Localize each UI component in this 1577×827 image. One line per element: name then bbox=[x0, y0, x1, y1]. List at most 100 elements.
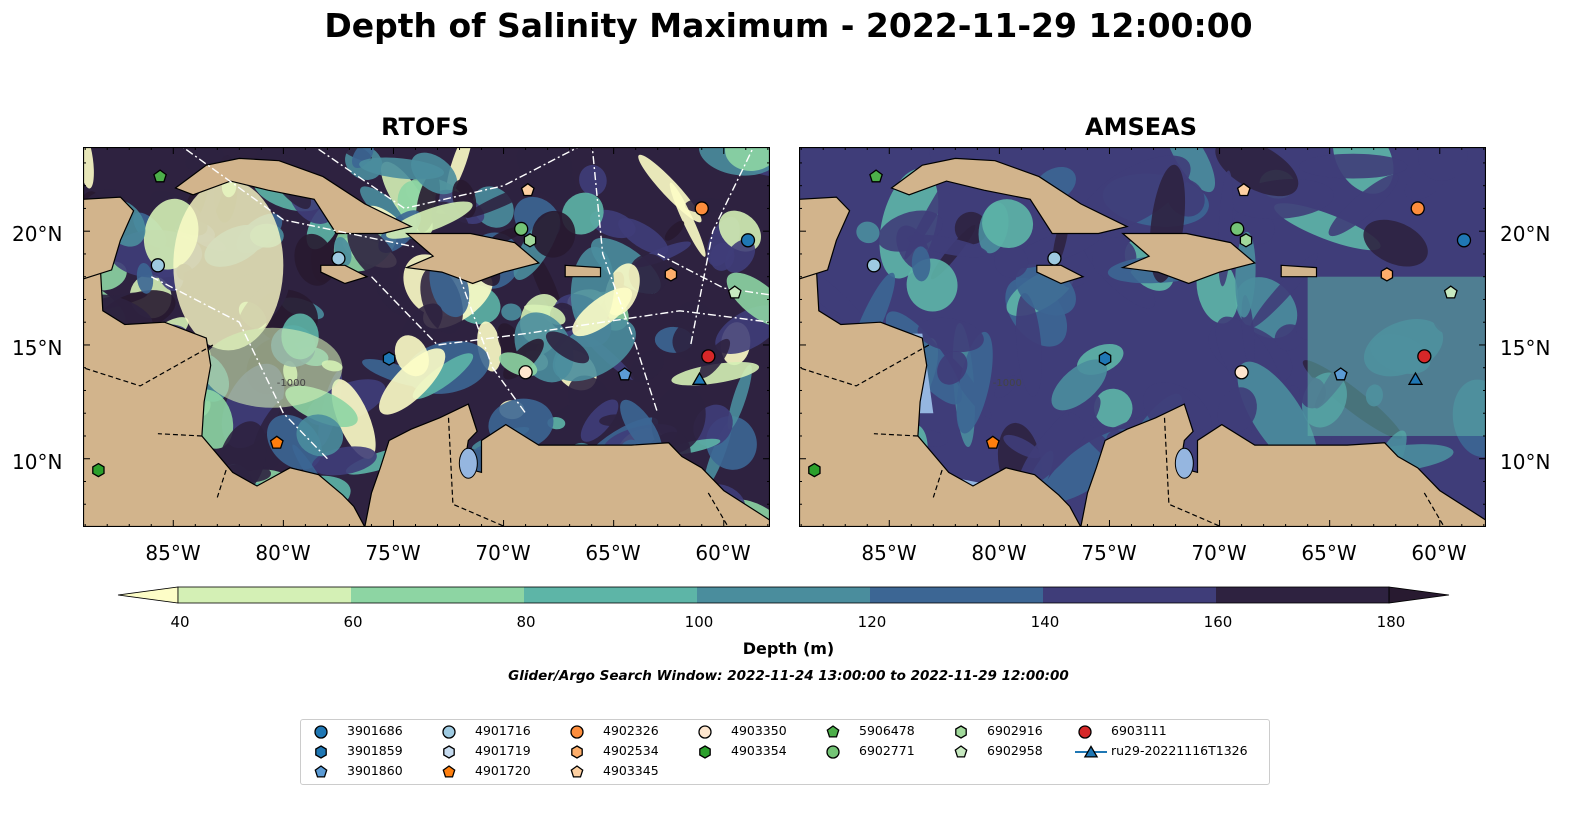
float-marker-5906478 bbox=[869, 169, 883, 183]
float-marker-4903354 bbox=[808, 462, 821, 478]
legend-label: 4901716 bbox=[475, 723, 531, 738]
shelf-bright-zone bbox=[173, 180, 284, 351]
contour-label: -1000 bbox=[277, 378, 306, 389]
float-marker-3901686 bbox=[740, 233, 756, 248]
legend-label: 4902534 bbox=[603, 743, 659, 758]
legend-marker-icon bbox=[442, 765, 456, 778]
country-border bbox=[1423, 492, 1445, 527]
colorbar-bin bbox=[1043, 587, 1216, 603]
country-border bbox=[83, 344, 214, 387]
float-marker-4903345 bbox=[520, 182, 535, 197]
colorbar-extend-low bbox=[117, 586, 179, 604]
float-marker-6902771 bbox=[514, 221, 529, 237]
eez-boundary bbox=[690, 147, 755, 346]
legend-label: 6902771 bbox=[859, 743, 915, 758]
eez-boundary bbox=[591, 147, 659, 414]
panel-title-rtofs: RTOFS bbox=[381, 113, 469, 141]
colorbar-bin bbox=[351, 587, 524, 603]
legend-label: 5906478 bbox=[859, 723, 915, 738]
eez-boundary bbox=[181, 147, 416, 248]
lon-label-65-right: 65°W bbox=[1301, 541, 1357, 565]
land-puertoRico bbox=[1280, 264, 1318, 278]
float-marker-6902916 bbox=[523, 233, 537, 248]
lon-label-80-right: 80°W bbox=[971, 541, 1027, 565]
country-border bbox=[873, 433, 918, 437]
legend-marker-icon bbox=[314, 725, 328, 739]
float-marker-4901716 bbox=[866, 258, 882, 273]
shelf-zone bbox=[202, 327, 343, 408]
lat-label-15-left: 15°N bbox=[12, 336, 63, 360]
legend-marker-icon bbox=[699, 745, 711, 759]
float-marker-6902958 bbox=[727, 285, 742, 299]
legend-marker-icon bbox=[571, 745, 583, 759]
float-marker-4902326 bbox=[1410, 201, 1425, 216]
lat-label-20-right: 20°N bbox=[1500, 222, 1551, 246]
float-marker-4901716b bbox=[331, 251, 346, 266]
colorbar-extend-high bbox=[1388, 586, 1450, 604]
contour-label: -1000 bbox=[993, 378, 1022, 389]
lon-label-85-right: 85°W bbox=[861, 541, 917, 565]
legend-label: 4903345 bbox=[603, 763, 659, 778]
land-jamaica bbox=[1036, 264, 1085, 285]
legend-marker-icon bbox=[1078, 725, 1092, 739]
lon-label-60-right: 60°W bbox=[1411, 541, 1467, 565]
lat-label-15-right: 15°N bbox=[1500, 336, 1551, 360]
eastern-region bbox=[1307, 276, 1486, 436]
colorbar-bin bbox=[870, 587, 1043, 603]
float-marker-4903350 bbox=[1234, 365, 1249, 380]
country-border bbox=[932, 469, 943, 498]
legend-marker-icon bbox=[955, 725, 967, 739]
lake-maracaibo bbox=[458, 447, 478, 479]
float-marker-6903111 bbox=[1417, 349, 1432, 364]
lon-label-70-right: 70°W bbox=[1191, 541, 1247, 565]
colorbar-bin bbox=[1216, 587, 1389, 603]
float-marker-4901720 bbox=[985, 435, 1000, 449]
legend-label: 4901720 bbox=[475, 763, 531, 778]
land-centralAmerica bbox=[799, 271, 1082, 527]
legend-label: 3901859 bbox=[347, 743, 403, 758]
land-hispaniola bbox=[404, 232, 541, 285]
legend-marker-icon bbox=[698, 725, 712, 739]
panel-title-amseas: AMSEAS bbox=[1085, 113, 1197, 141]
lon-label-70-left: 70°W bbox=[475, 541, 531, 565]
legend-marker-icon bbox=[826, 745, 840, 759]
colorbar-bin bbox=[178, 587, 351, 603]
eez-boundary bbox=[458, 276, 527, 414]
legend-label: 6902958 bbox=[987, 743, 1043, 758]
lake-maracaibo bbox=[1174, 447, 1194, 479]
rtofs-map: -1000 bbox=[83, 147, 770, 527]
eez-boundary bbox=[314, 147, 580, 210]
float-marker-6903111 bbox=[701, 349, 716, 364]
legend-marker-icon bbox=[443, 745, 455, 759]
lon-label-75-left: 75°W bbox=[365, 541, 421, 565]
map-frame bbox=[83, 147, 770, 527]
legend-label: 3901686 bbox=[347, 723, 403, 738]
lat-label-20-left: 20°N bbox=[12, 222, 63, 246]
land-jamaica bbox=[320, 264, 369, 285]
float-marker-ru29 bbox=[691, 371, 708, 385]
amseas-map: -1000 bbox=[799, 147, 1486, 527]
land-cuba bbox=[890, 157, 1129, 235]
colorbar-tick-40: 40 bbox=[170, 613, 190, 631]
land-cuba bbox=[174, 157, 413, 235]
eez-boundary bbox=[370, 276, 770, 346]
float-marker-4901716b bbox=[1047, 251, 1062, 266]
legend-label: 6903111 bbox=[1111, 723, 1167, 738]
lon-label-60-left: 60°W bbox=[695, 541, 751, 565]
float-marker-3901859 bbox=[1098, 351, 1112, 366]
float-marker-4903354 bbox=[92, 462, 105, 478]
country-border bbox=[447, 417, 508, 527]
float-marker-5906478 bbox=[153, 169, 167, 183]
float-marker-4902534 bbox=[1380, 267, 1394, 282]
land-southAmerica bbox=[1080, 403, 1486, 527]
land-hispaniola bbox=[1120, 232, 1257, 285]
float-marker-3901686 bbox=[1456, 233, 1472, 248]
land-centralAmerica bbox=[83, 271, 366, 527]
legend-marker-icon bbox=[442, 725, 456, 739]
country-border bbox=[799, 344, 930, 387]
lat-label-10-left: 10°N bbox=[12, 450, 63, 474]
float-marker-4903345 bbox=[1236, 182, 1251, 197]
legend-label: 3901860 bbox=[347, 763, 403, 778]
float-marker-4901720 bbox=[269, 435, 284, 449]
legend-marker-icon bbox=[826, 725, 840, 738]
